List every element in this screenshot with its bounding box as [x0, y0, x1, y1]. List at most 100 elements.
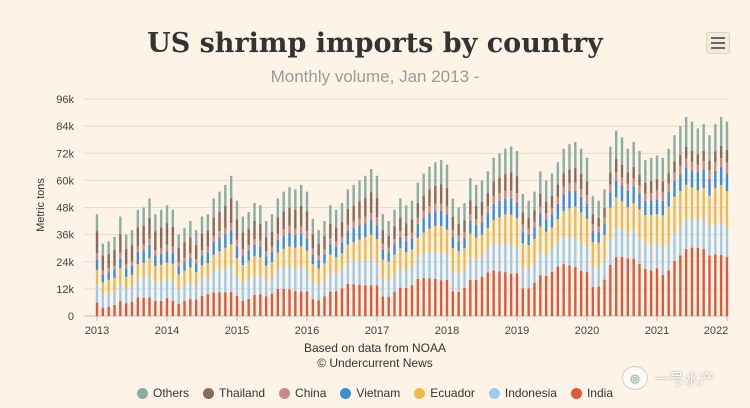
bar-segment-china[interactable] [317, 255, 320, 261]
bar-segment-others[interactable] [276, 198, 280, 218]
bar-segment-thailand[interactable] [95, 231, 99, 254]
bar-segment-ecuador[interactable] [714, 187, 717, 224]
bar-segment-china[interactable] [241, 249, 245, 256]
bar-segment-ecuador[interactable] [224, 247, 227, 269]
bar-segment-ecuador[interactable] [492, 219, 495, 244]
bar-segment-ecuador[interactable] [679, 191, 682, 227]
bar-segment-indonesia[interactable] [649, 244, 653, 271]
bar-segment-india[interactable] [95, 302, 99, 316]
bar-segment-others[interactable] [696, 128, 700, 155]
bar-segment-ecuador[interactable] [113, 277, 116, 291]
bar-segment-ecuador[interactable] [445, 229, 449, 256]
bar-segment-thailand[interactable] [399, 217, 402, 232]
bar-segment-others[interactable] [422, 173, 425, 196]
bar-segment-thailand[interactable] [276, 217, 280, 234]
bar-segment-india[interactable] [556, 266, 560, 316]
bar-segment-vietnam[interactable] [725, 173, 729, 191]
bar-segment-ecuador[interactable] [346, 244, 350, 263]
bar-segment-china[interactable] [142, 244, 145, 251]
bar-segment-china[interactable] [119, 252, 122, 258]
bar-segment-india[interactable] [480, 276, 484, 316]
bar-segment-india[interactable] [579, 270, 583, 316]
bar-segment-china[interactable] [527, 228, 530, 235]
bar-segment-indonesia[interactable] [95, 284, 99, 303]
bar-segment-vietnam[interactable] [533, 227, 536, 239]
bar-segment-china[interactable] [486, 206, 490, 214]
bar-segment-india[interactable] [159, 301, 163, 316]
bar-segment-thailand[interactable] [317, 243, 320, 256]
bar-segment-ecuador[interactable] [486, 227, 490, 250]
bar-segment-indonesia[interactable] [159, 281, 163, 302]
bar-segment-china[interactable] [515, 193, 519, 203]
bar-segment-china[interactable] [655, 190, 659, 200]
bar-segment-indonesia[interactable] [585, 246, 589, 273]
bar-segment-others[interactable] [719, 117, 723, 146]
bar-segment-china[interactable] [247, 245, 250, 251]
bar-segment-ecuador[interactable] [177, 274, 180, 289]
bar-segment-others[interactable] [539, 171, 542, 195]
bar-segment-indonesia[interactable] [684, 219, 688, 250]
bar-segment-india[interactable] [375, 285, 379, 316]
bar-segment-vietnam[interactable] [609, 192, 612, 208]
bar-segment-ecuador[interactable] [253, 255, 256, 276]
bar-segment-vietnam[interactable] [119, 257, 122, 269]
bar-segment-indonesia[interactable] [393, 274, 396, 292]
bar-segment-china[interactable] [189, 253, 192, 258]
bar-segment-thailand[interactable] [124, 249, 128, 265]
bar-segment-china[interactable] [387, 247, 390, 253]
bar-segment-ecuador[interactable] [276, 252, 280, 270]
bar-segment-ecuador[interactable] [521, 243, 525, 268]
bar-segment-china[interactable] [504, 190, 507, 199]
bar-segment-ecuador[interactable] [655, 214, 659, 244]
bar-segment-others[interactable] [369, 169, 373, 193]
bar-segment-indonesia[interactable] [194, 284, 198, 300]
bar-segment-thailand[interactable] [492, 181, 495, 197]
bar-segment-india[interactable] [679, 255, 682, 316]
bar-segment-others[interactable] [509, 146, 513, 173]
bar-segment-india[interactable] [183, 300, 186, 316]
bar-segment-indonesia[interactable] [469, 257, 472, 280]
bar-segment-ecuador[interactable] [183, 270, 186, 286]
bar-segment-vietnam[interactable] [352, 228, 355, 243]
bar-segment-others[interactable] [667, 148, 670, 174]
bar-segment-ecuador[interactable] [142, 262, 145, 278]
bar-segment-vietnam[interactable] [679, 174, 682, 192]
bar-segment-vietnam[interactable] [375, 225, 379, 240]
bar-segment-china[interactable] [451, 230, 455, 237]
bar-segment-indonesia[interactable] [305, 270, 309, 292]
bar-segment-india[interactable] [241, 300, 245, 316]
bar-segment-ecuador[interactable] [632, 203, 635, 231]
bar-segment-vietnam[interactable] [638, 193, 641, 210]
bar-segment-others[interactable] [317, 230, 320, 244]
bar-segment-thailand[interactable] [469, 200, 472, 215]
bar-segment-china[interactable] [422, 210, 425, 218]
bar-segment-indonesia[interactable] [719, 222, 723, 255]
bar-segment-others[interactable] [113, 236, 116, 250]
bar-segment-india[interactable] [247, 298, 250, 316]
bar-segment-india[interactable] [142, 297, 145, 316]
bar-segment-thailand[interactable] [527, 218, 530, 229]
bar-segment-vietnam[interactable] [299, 233, 303, 247]
bar-segment-thailand[interactable] [165, 223, 169, 245]
bar-segment-vietnam[interactable] [690, 170, 694, 188]
bar-segment-ecuador[interactable] [661, 215, 665, 249]
bar-segment-ecuador[interactable] [574, 206, 577, 239]
bar-segment-ecuador[interactable] [451, 248, 455, 271]
bar-segment-thailand[interactable] [585, 181, 589, 196]
bar-segment-others[interactable] [457, 207, 460, 225]
bar-segment-vietnam[interactable] [369, 220, 373, 235]
bar-segment-vietnam[interactable] [702, 169, 705, 188]
bar-segment-vietnam[interactable] [492, 203, 495, 220]
bar-segment-thailand[interactable] [387, 235, 390, 248]
bar-segment-others[interactable] [253, 202, 256, 222]
bar-segment-others[interactable] [154, 214, 157, 232]
bar-segment-india[interactable] [334, 291, 338, 316]
bar-segment-vietnam[interactable] [159, 253, 163, 265]
bar-segment-others[interactable] [200, 216, 204, 234]
bar-segment-india[interactable] [404, 287, 408, 316]
bar-segment-ecuador[interactable] [515, 218, 519, 247]
bar-segment-india[interactable] [194, 299, 198, 316]
bar-segment-ecuador[interactable] [200, 265, 204, 279]
bar-segment-ecuador[interactable] [189, 267, 192, 283]
bar-segment-india[interactable] [521, 288, 525, 316]
